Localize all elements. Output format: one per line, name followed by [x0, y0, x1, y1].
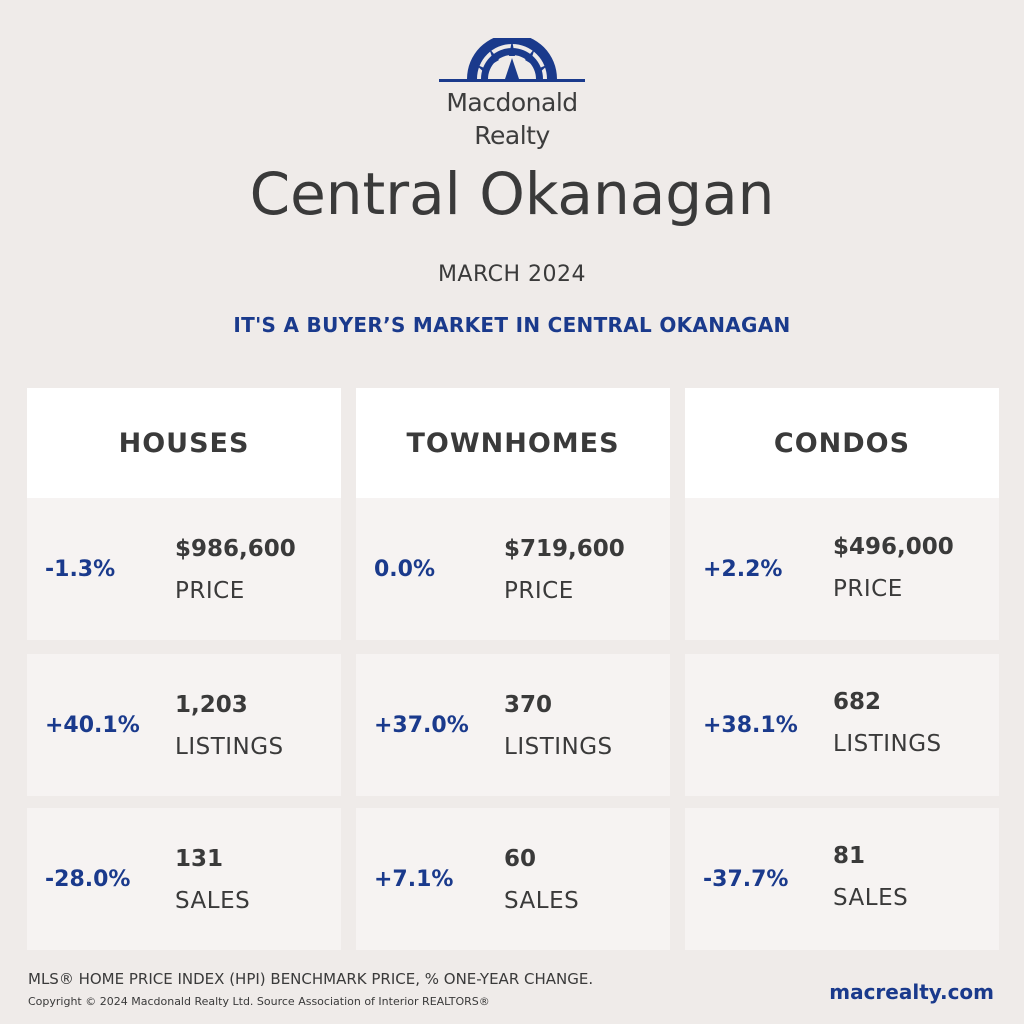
listings-label: LISTINGS [504, 734, 613, 760]
brand-name-line1: Macdonald [446, 88, 578, 117]
listings-card: +37.0% 370 LISTINGS [356, 654, 670, 796]
column-condos: CONDOS +2.2% $496,000 PRICE +38.1% 682 L… [685, 388, 999, 950]
brand-logo: Macdonald Realty [412, 38, 612, 150]
sales-value: 60 [504, 846, 537, 872]
brand-name-line2: Realty [474, 121, 550, 150]
footer-copyright: Copyright © 2024 Macdonald Realty Ltd. S… [28, 995, 490, 1008]
price-label: PRICE [175, 578, 245, 604]
footer-note: MLS® HOME PRICE INDEX (HPI) BENCHMARK PR… [28, 970, 594, 988]
price-value: $719,600 [504, 536, 625, 562]
sales-change: -37.7% [703, 866, 789, 892]
column-houses: HOUSES -1.3% $986,600 PRICE +40.1% 1,203… [27, 388, 341, 950]
listings-value: 370 [504, 692, 553, 718]
sales-label: SALES [504, 888, 580, 914]
sales-change: +7.1% [374, 866, 454, 892]
price-card: +2.2% $496,000 PRICE [685, 498, 999, 640]
listings-value: 682 [833, 689, 882, 715]
price-label: PRICE [833, 576, 903, 602]
price-card: -1.3% $986,600 PRICE [27, 498, 341, 640]
price-card: 0.0% $719,600 PRICE [356, 498, 670, 640]
price-value: $986,600 [175, 536, 296, 562]
column-title: HOUSES [27, 388, 341, 498]
column-title: TOWNHOMES [356, 388, 670, 498]
column-townhomes: TOWNHOMES 0.0% $719,600 PRICE +37.0% 370… [356, 388, 670, 950]
price-change: +2.2% [703, 556, 783, 582]
sales-card: +7.1% 60 SALES [356, 808, 670, 950]
listings-change: +37.0% [374, 712, 469, 738]
listings-change: +40.1% [45, 712, 140, 738]
price-label: PRICE [504, 578, 574, 604]
sales-label: SALES [833, 885, 909, 911]
listings-label: LISTINGS [833, 731, 942, 757]
sales-card: -37.7% 81 SALES [685, 808, 999, 950]
listings-card: +38.1% 682 LISTINGS [685, 654, 999, 796]
price-change: 0.0% [374, 556, 436, 582]
price-value: $496,000 [833, 534, 954, 560]
listings-change: +38.1% [703, 712, 798, 738]
price-change: -1.3% [45, 556, 116, 582]
website-link[interactable]: macrealty.com [829, 980, 994, 1004]
sales-card: -28.0% 131 SALES [27, 808, 341, 950]
listings-value: 1,203 [175, 692, 248, 718]
sales-change: -28.0% [45, 866, 131, 892]
sunburst-arch-icon [439, 38, 585, 82]
sales-value: 81 [833, 843, 866, 869]
sales-label: SALES [175, 888, 251, 914]
headline: IT'S A BUYER’S MARKET IN CENTRAL OKANAGA… [233, 313, 791, 337]
sales-value: 131 [175, 846, 224, 872]
column-title: CONDOS [685, 388, 999, 498]
report-date: MARCH 2024 [437, 262, 587, 287]
region-title: Central Okanagan [249, 160, 775, 228]
listings-label: LISTINGS [175, 734, 284, 760]
listings-card: +40.1% 1,203 LISTINGS [27, 654, 341, 796]
